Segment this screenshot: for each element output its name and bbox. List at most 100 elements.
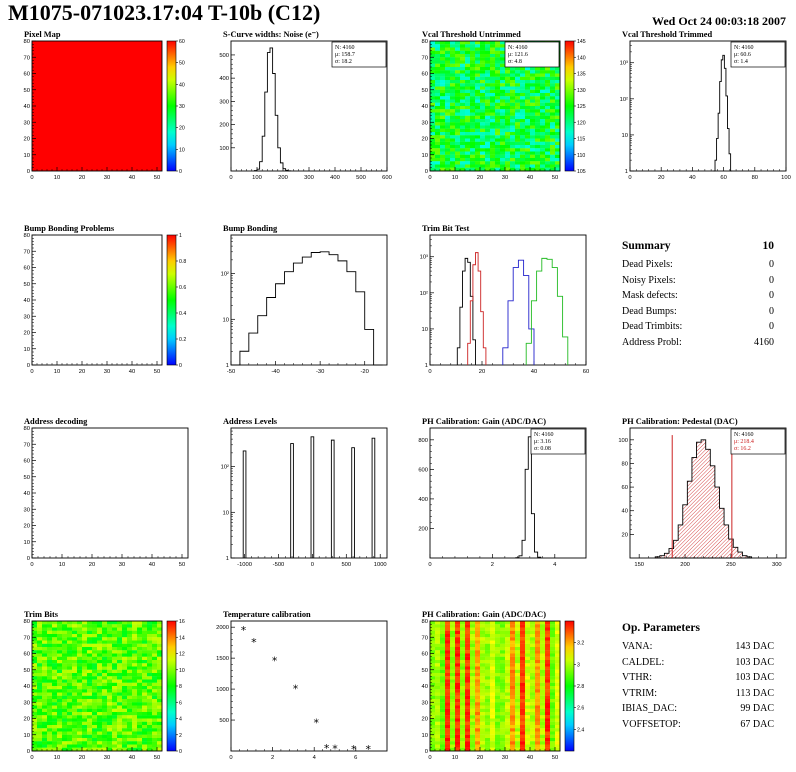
svg-text:0: 0 <box>179 363 182 369</box>
panel-bump-problems: 0 10 20 30 40 50 0 10 20 30 40 50 60 70 80 0 0.2 0.4 0.6 0.… <box>6 222 198 380</box>
svg-text:1: 1 <box>425 363 428 369</box>
svg-text:0.2: 0.2 <box>179 337 186 343</box>
svg-text:30: 30 <box>104 369 110 375</box>
svg-text:μ: 3.16: μ: 3.16 <box>534 439 551 445</box>
svg-text:10: 10 <box>223 510 229 516</box>
svg-text:10: 10 <box>452 755 458 761</box>
svg-text:12: 12 <box>179 652 185 658</box>
svg-text:Trim Bit Test: Trim Bit Test <box>422 224 470 233</box>
svg-text:20: 20 <box>89 562 95 568</box>
panel-ph-gain-map: 0 10 20 30 40 50 0 10 20 30 40 50 60 70 80 2.4 2.6 2.8 3 3.… <box>404 608 596 766</box>
svg-text:60: 60 <box>583 369 589 375</box>
svg-text:10: 10 <box>24 153 30 159</box>
svg-text:0.8: 0.8 <box>179 259 186 265</box>
svg-text:μ: 158.7: μ: 158.7 <box>335 52 355 58</box>
svg-text:0: 0 <box>428 562 431 568</box>
svg-text:*: * <box>366 743 372 756</box>
svg-text:40: 40 <box>24 104 30 110</box>
svg-text:10: 10 <box>422 733 428 739</box>
timestamp: Wed Oct 24 00:03:18 2007 <box>652 14 786 28</box>
svg-text:500: 500 <box>356 175 366 181</box>
svg-text:10: 10 <box>54 755 60 761</box>
svg-text:80: 80 <box>24 426 30 432</box>
svg-text:400: 400 <box>219 76 229 82</box>
svg-text:-1000: -1000 <box>237 562 252 568</box>
svg-text:10: 10 <box>422 327 428 333</box>
panel-ph-gain-hist: 0 2 4 200 400 600 800 N: 4160 μ: 3.16 σ: 0.08 PH C… <box>404 415 596 573</box>
svg-text:40: 40 <box>24 298 30 304</box>
svg-text:60: 60 <box>720 175 726 181</box>
svg-text:50: 50 <box>179 562 185 568</box>
svg-text:70: 70 <box>24 635 30 641</box>
svg-text:30: 30 <box>119 562 125 568</box>
svg-text:50: 50 <box>24 475 30 481</box>
svg-text:135: 135 <box>577 72 586 78</box>
svg-text:30: 30 <box>24 700 30 706</box>
svg-text:0: 0 <box>179 169 182 175</box>
svg-text:*: * <box>293 683 299 696</box>
svg-text:20: 20 <box>422 137 428 143</box>
svg-text:1: 1 <box>625 169 628 175</box>
svg-text:20: 20 <box>477 175 483 181</box>
svg-text:10²: 10² <box>420 291 428 297</box>
op-parameters-row-1: CALDEL: 103 DAC <box>622 656 774 668</box>
svg-text:50: 50 <box>552 175 558 181</box>
svg-text:200: 200 <box>418 526 428 532</box>
svg-text:σ: 0.08: σ: 0.08 <box>534 446 551 452</box>
svg-text:20: 20 <box>24 137 30 143</box>
op-parameters-row-3: VTRIM: 113 DAC <box>622 687 774 699</box>
svg-text:20: 20 <box>79 755 85 761</box>
svg-text:50: 50 <box>24 282 30 288</box>
svg-text:80: 80 <box>422 619 428 625</box>
svg-text:4: 4 <box>313 755 317 761</box>
panel-op-parameters: Op. Parameters VANA: 143 DAC CALDEL: 103 DAC… <box>622 622 774 752</box>
svg-text:115: 115 <box>577 137 585 143</box>
svg-text:400: 400 <box>330 175 340 181</box>
svg-text:10²: 10² <box>221 272 229 278</box>
svg-text:*: * <box>324 742 330 755</box>
svg-text:2000: 2000 <box>216 625 229 631</box>
svg-text:0: 0 <box>27 749 30 755</box>
svg-text:S-Curve widths: Noise (e⁻): S-Curve widths: Noise (e⁻) <box>223 30 319 39</box>
svg-text:6: 6 <box>179 700 182 706</box>
svg-text:200: 200 <box>680 562 690 568</box>
svg-text:50: 50 <box>422 88 428 94</box>
svg-text:Bump Bonding Problems: Bump Bonding Problems <box>24 224 115 233</box>
op-parameters-title: Op. Parameters <box>622 622 700 634</box>
svg-text:N: 4160: N: 4160 <box>508 45 528 51</box>
svg-text:30: 30 <box>422 120 428 126</box>
svg-text:125: 125 <box>577 104 586 110</box>
svg-text:20: 20 <box>79 369 85 375</box>
svg-text:0: 0 <box>27 363 30 369</box>
panel-summary: Summary 10 Dead Pixels: 0 Noisy Pixels: 0 Mask… <box>622 240 774 370</box>
svg-text:40: 40 <box>622 509 628 515</box>
svg-text:1: 1 <box>226 363 229 369</box>
svg-text:30: 30 <box>24 314 30 320</box>
svg-text:70: 70 <box>422 55 428 61</box>
svg-text:60: 60 <box>24 72 30 78</box>
svg-text:50: 50 <box>154 175 160 181</box>
svg-text:110: 110 <box>577 153 585 159</box>
summary-title: Summary <box>622 240 671 252</box>
svg-text:10²: 10² <box>620 97 628 103</box>
svg-text:70: 70 <box>24 249 30 255</box>
svg-text:*: * <box>241 624 247 637</box>
svg-text:40: 40 <box>129 175 135 181</box>
svg-text:500: 500 <box>219 718 229 724</box>
svg-text:10: 10 <box>179 668 185 674</box>
svg-text:50: 50 <box>154 369 160 375</box>
svg-text:800: 800 <box>418 438 428 444</box>
svg-text:0: 0 <box>628 175 631 181</box>
svg-text:30: 30 <box>104 755 110 761</box>
svg-text:Address decoding: Address decoding <box>24 417 88 426</box>
svg-text:2.4: 2.4 <box>577 727 584 733</box>
svg-text:10: 10 <box>54 369 60 375</box>
svg-text:140: 140 <box>577 55 586 61</box>
svg-text:μ: 121.6: μ: 121.6 <box>508 52 528 58</box>
svg-text:0: 0 <box>428 369 431 375</box>
svg-text:10: 10 <box>24 733 30 739</box>
svg-text:60: 60 <box>24 652 30 658</box>
svg-text:60: 60 <box>24 459 30 465</box>
svg-text:PH Calibration: Pedestal (DAC): PH Calibration: Pedestal (DAC) <box>622 417 738 426</box>
